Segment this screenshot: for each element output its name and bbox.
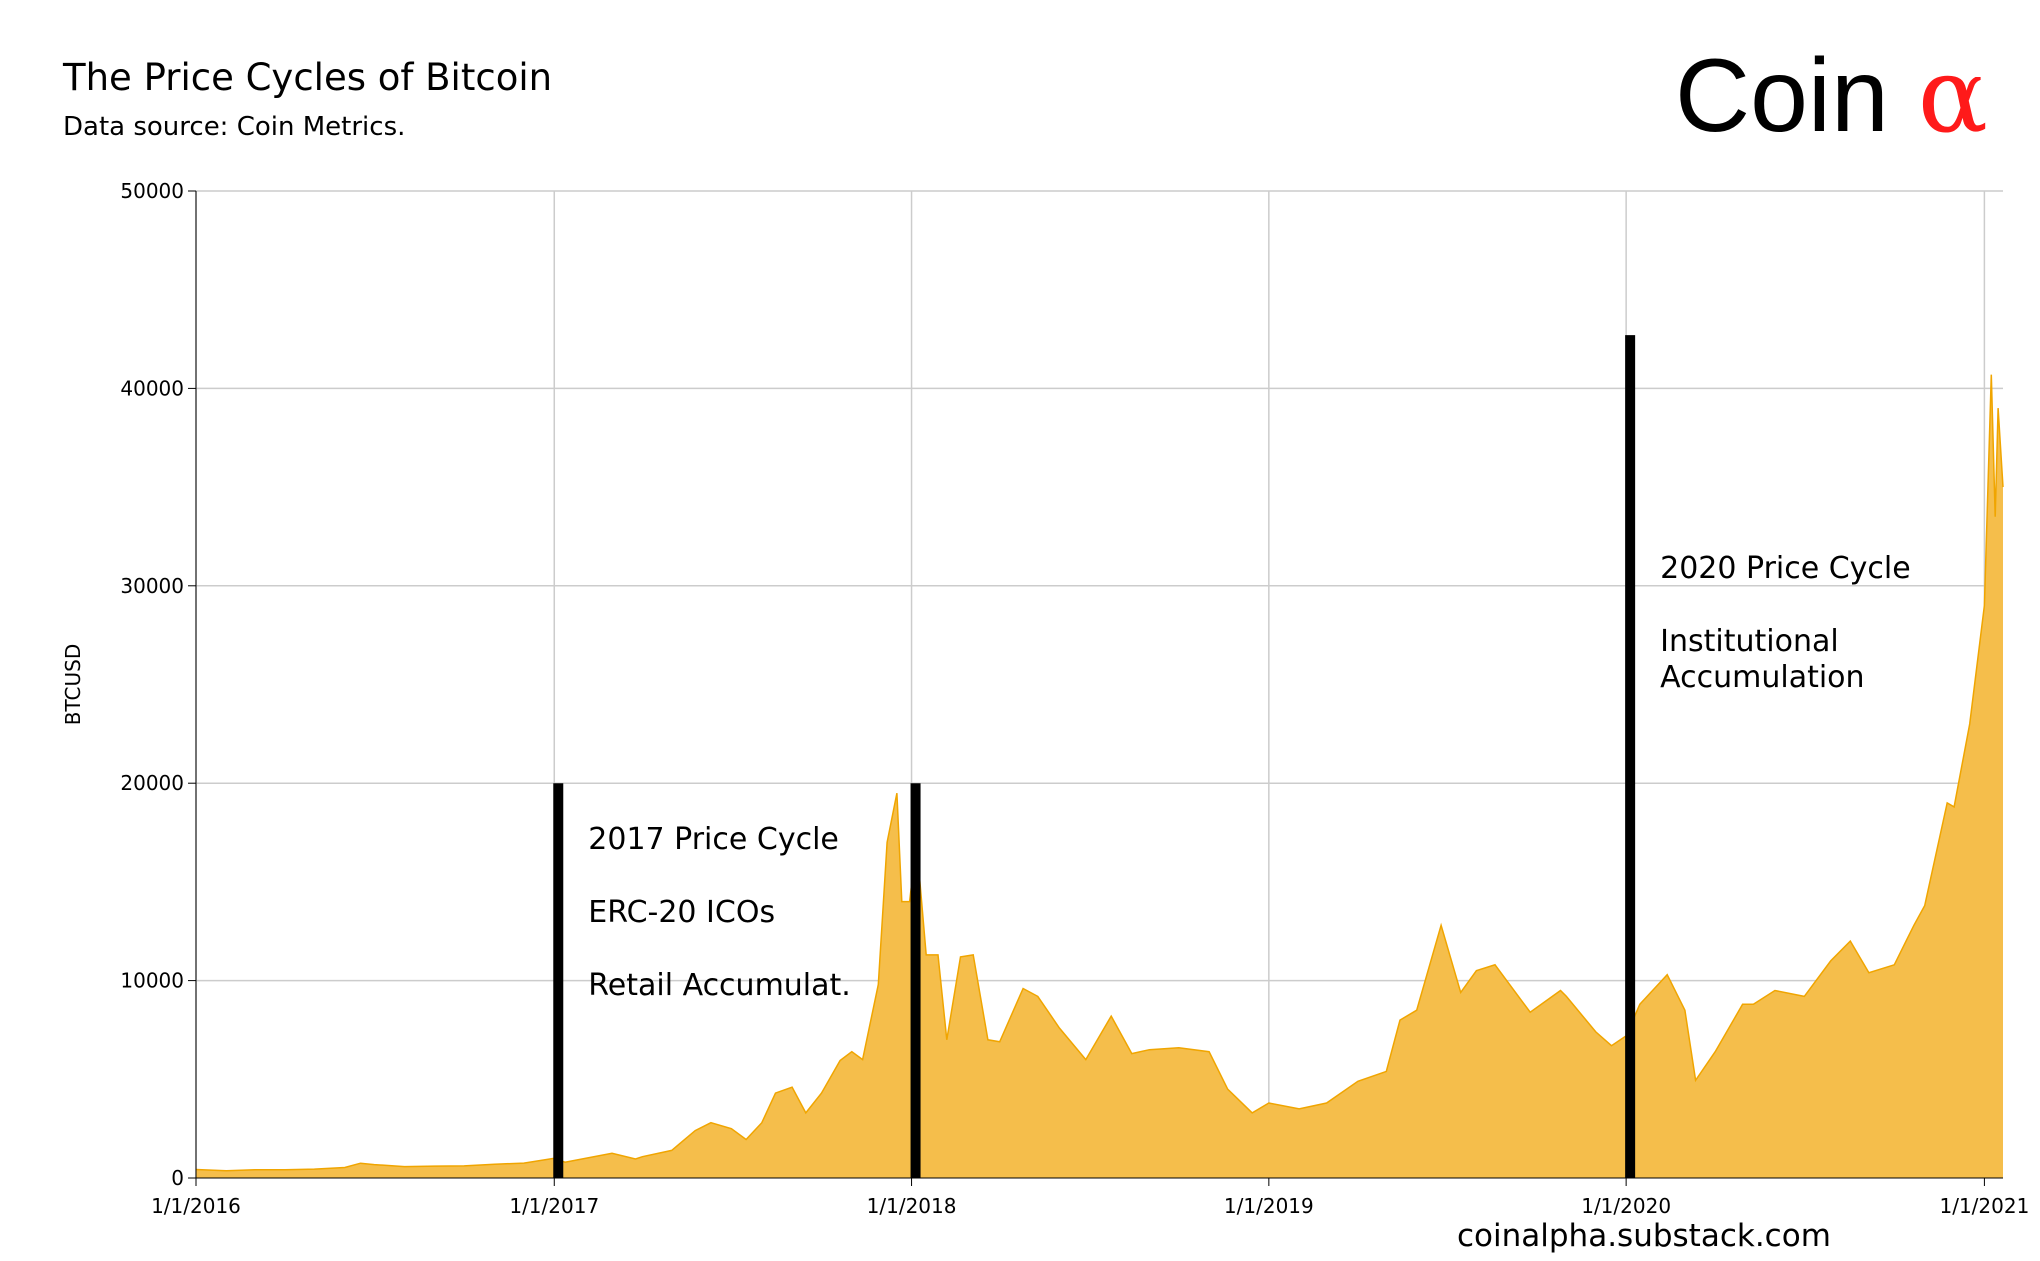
- chart-subtitle: Data source: Coin Metrics.: [63, 112, 406, 142]
- x-tick-label: 1/1/2016: [151, 1194, 241, 1218]
- cycle-annotation-text: 2017 Price Cycle: [588, 822, 839, 857]
- y-tick-label: 10000: [120, 969, 184, 993]
- y-tick-label: 0: [171, 1166, 184, 1190]
- y-tick-label: 50000: [120, 179, 184, 203]
- price-area-fill: [196, 374, 2003, 1179]
- y-axis-title: BTCUSD: [61, 644, 85, 725]
- cycle-markers: 2017 Price Cycle ERC-20 ICOs Retail Accumu…: [553, 335, 1911, 1178]
- axes: 0 10000 20000 30000 40000 50000 1/1/2016 1/1/20…: [61, 179, 2029, 1218]
- logo-text: Coin: [1674, 38, 1889, 154]
- x-tick-label: 1/1/2021: [1939, 1194, 2029, 1218]
- y-tick-label: 30000: [120, 574, 184, 598]
- chart-title: The Price Cycles of Bitcoin: [63, 56, 553, 99]
- x-tick-label: 1/1/2020: [1581, 1194, 1671, 1218]
- price-area-series: [195, 374, 2004, 1179]
- cycle-annotation-text: ERC-20 ICOs: [588, 895, 775, 930]
- alpha-icon: α: [1917, 34, 1988, 156]
- price-line: [195, 374, 2004, 1172]
- cycle-annotation-text: Retail Accumulat.: [588, 968, 851, 1003]
- x-tick-label: 1/1/2019: [1224, 1194, 1314, 1218]
- source-url: coinalpha.substack.com: [1457, 1218, 1831, 1254]
- x-tick-label: 1/1/2017: [509, 1194, 599, 1218]
- cycle-annotation-text: Institutional: [1660, 624, 1839, 659]
- y-tick-label: 20000: [120, 771, 184, 795]
- cycle-annotation-text: Accumulation: [1660, 660, 1864, 695]
- x-tick-label: 1/1/2018: [867, 1194, 957, 1218]
- cycle-annotation-text: 2020 Price Cycle: [1660, 551, 1911, 586]
- y-tick-label: 40000: [120, 376, 184, 400]
- coin-alpha-logo: Coin α: [1674, 34, 1988, 157]
